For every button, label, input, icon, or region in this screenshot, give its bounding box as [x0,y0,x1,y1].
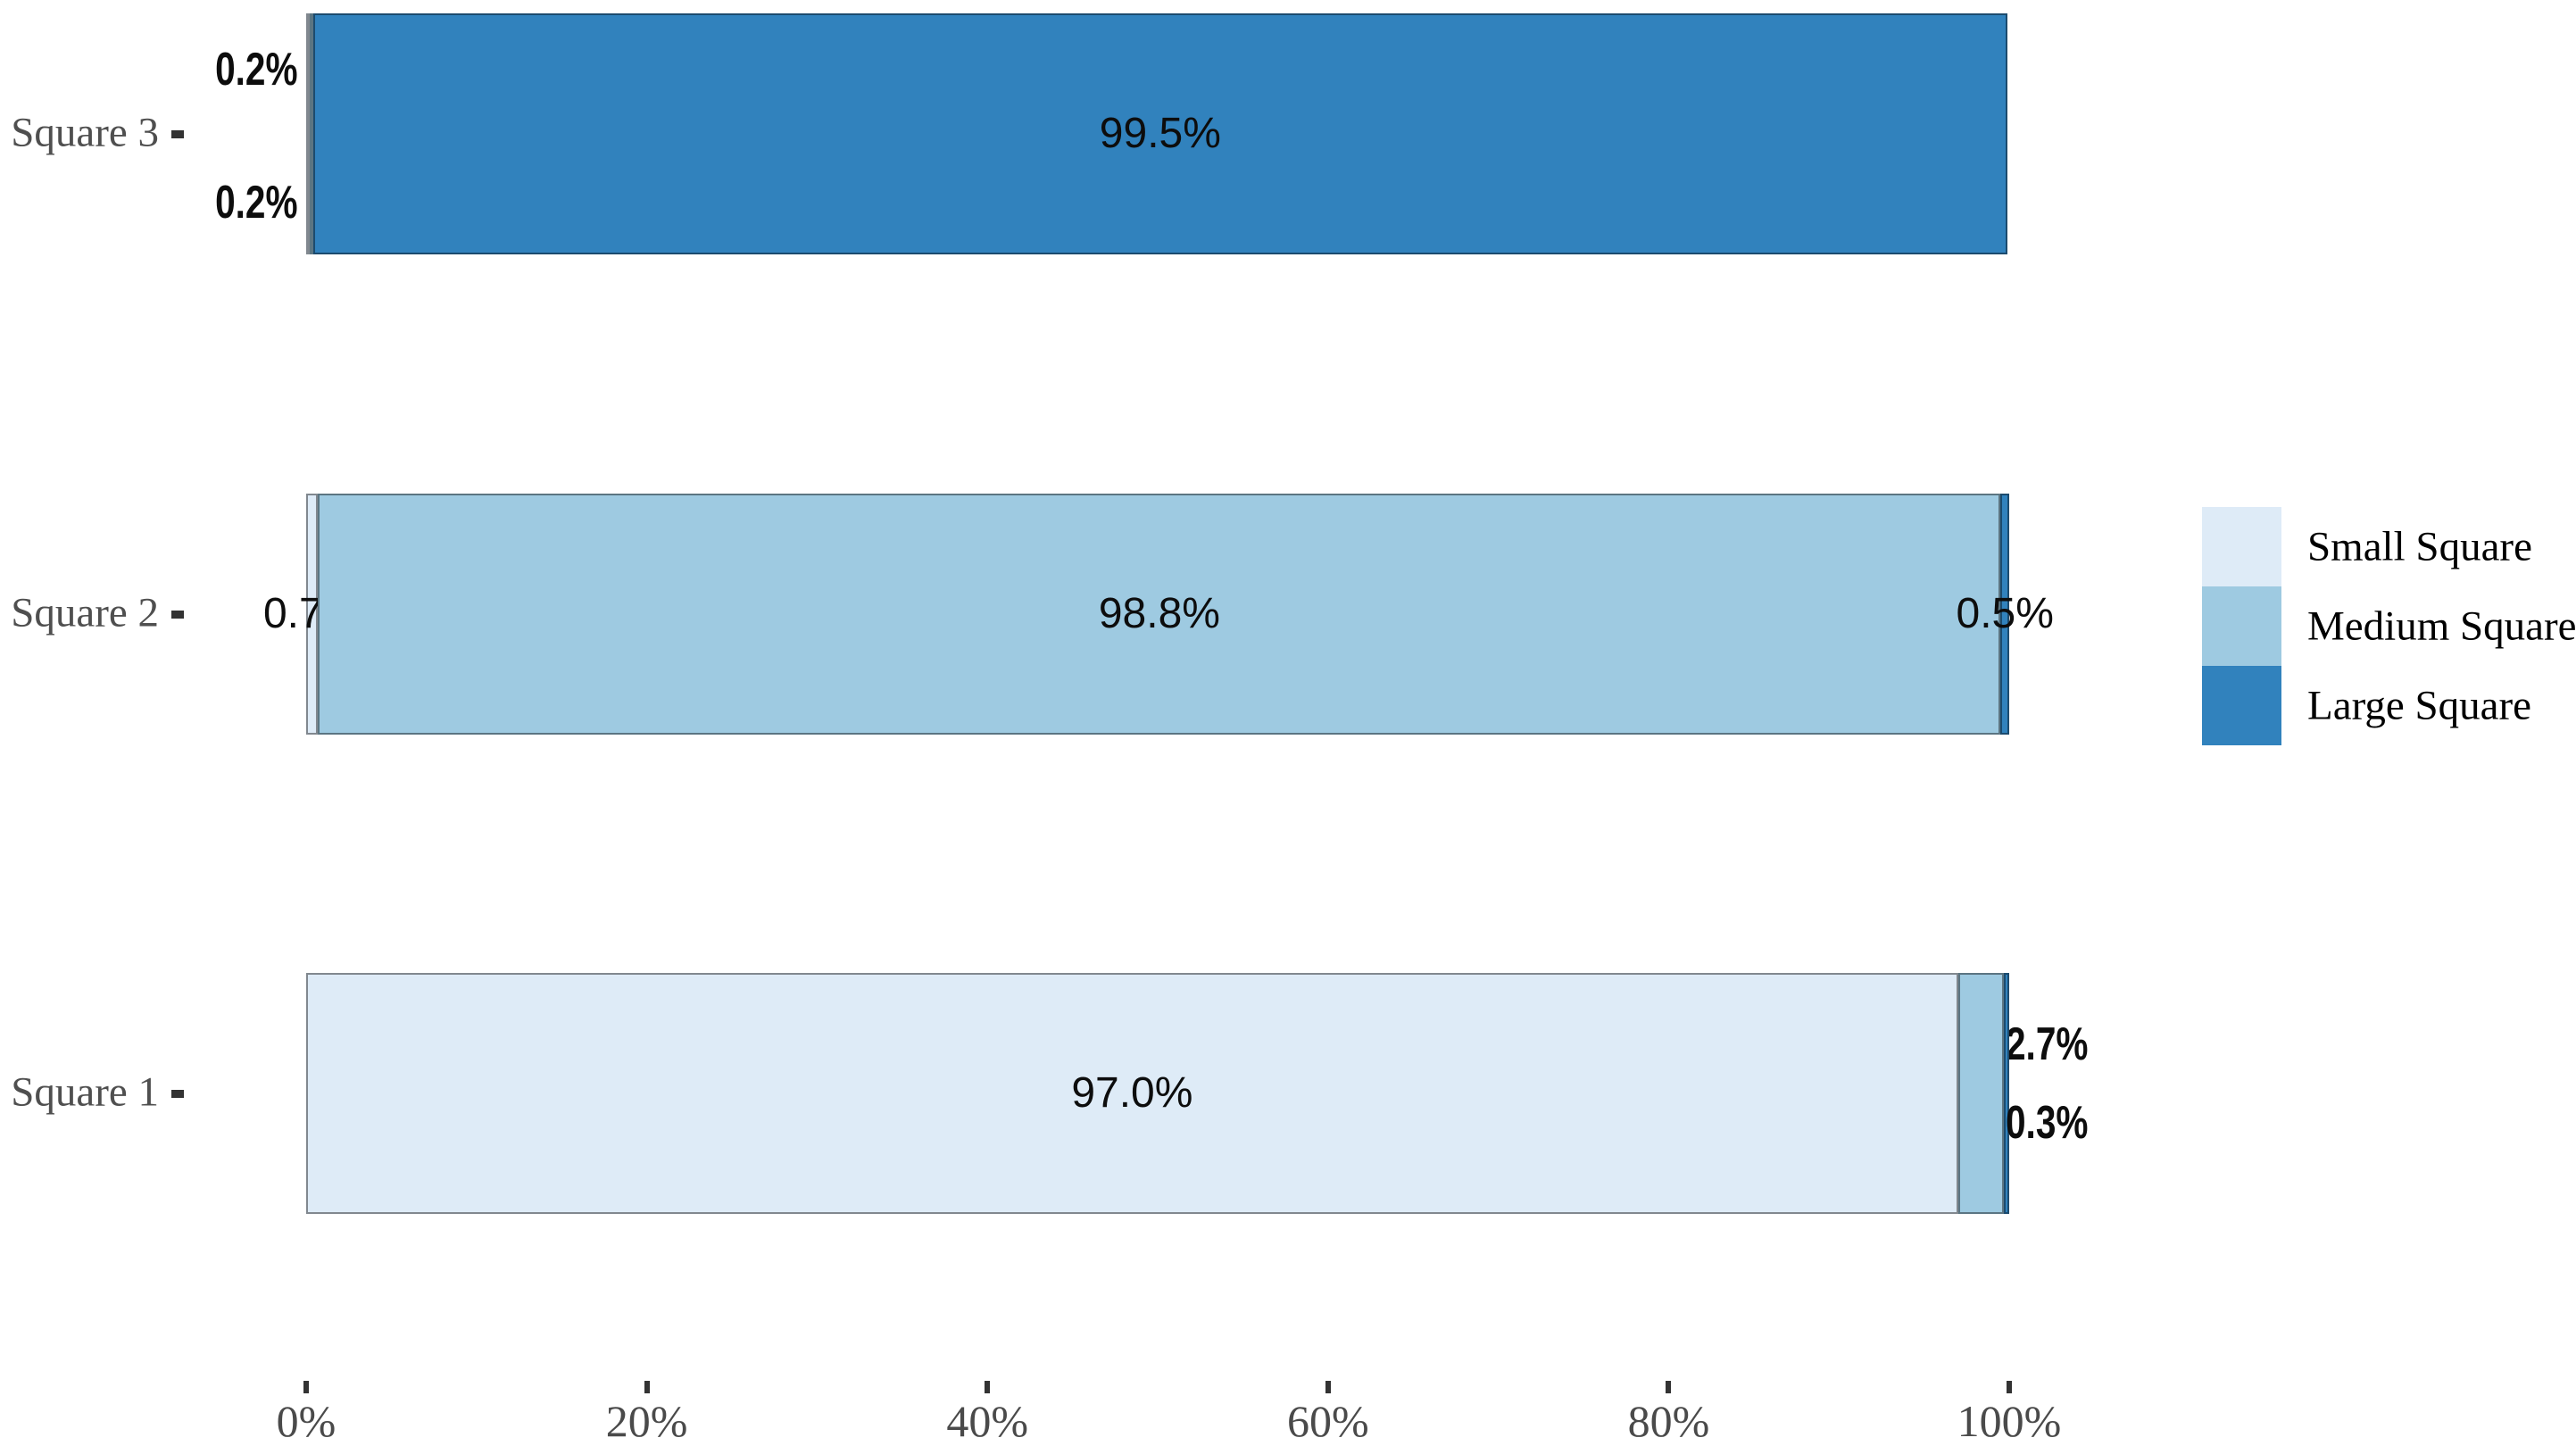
value-label-text: 0.3% [2006,1097,2089,1149]
x-axis-tick-label: 0% [276,1396,337,1446]
bar-segment-small-square [306,973,1958,1214]
x-axis-tick-label: 60% [1286,1396,1369,1446]
bar-segment-medium-square [1957,973,2005,1214]
x-axis-tick-mark [1325,1381,1331,1393]
y-axis-tick-mark [171,1089,184,1098]
value-label: 99.5% [1099,110,1221,157]
y-axis-label: Square 1 [11,1068,159,1116]
legend-swatch-medium-square [2202,586,2281,666]
value-label-text: 2.7% [2006,1018,2089,1070]
x-axis-tick-label: 80% [1627,1396,1710,1446]
x-axis-tick-label: 40% [946,1396,1029,1446]
y-axis-label: Square 3 [11,109,159,156]
x-axis-tick-mark [303,1381,309,1393]
bar-segment-large-square [312,13,2008,254]
x-axis-tick-label: 100% [1957,1396,2062,1446]
value-label: 97.0% [1071,1069,1193,1117]
y-axis-tick-mark [171,610,184,619]
value-label: 0.5% [1956,590,2054,637]
legend-label: Small Square [2307,523,2532,569]
y-axis-tick-mark [171,129,184,138]
legend-label: Medium Square [2307,602,2576,649]
bar-segment-medium-square [309,13,313,254]
x-axis-tick-mark [1666,1381,1672,1393]
value-label: 0.2% [192,179,298,226]
bar-segment-large-square [2000,494,2009,735]
bar-segment-small-square [306,494,319,735]
value-label: 98.8% [1098,590,1220,637]
x-axis-tick-mark [644,1381,650,1393]
bar-segment-large-square [2004,973,2009,1214]
value-label-text: 0.2% [215,177,298,229]
bar-segment-small-square [306,13,310,254]
value-label: 0.2% [192,46,298,93]
legend-swatch-small-square [2202,507,2281,586]
value-label: 2.7% [2006,1021,2112,1068]
x-axis-tick-mark [985,1381,991,1393]
legend-swatch-large-square [2202,666,2281,745]
y-axis-label: Square 2 [11,589,159,636]
value-label: 0.3% [2006,1100,2112,1146]
legend-label: Large Square [2307,682,2531,728]
value-label-text: 0.2% [215,44,298,96]
x-axis-tick-label: 20% [605,1396,688,1446]
bar-segment-medium-square [318,494,2001,735]
x-axis-tick-mark [2007,1381,2012,1393]
